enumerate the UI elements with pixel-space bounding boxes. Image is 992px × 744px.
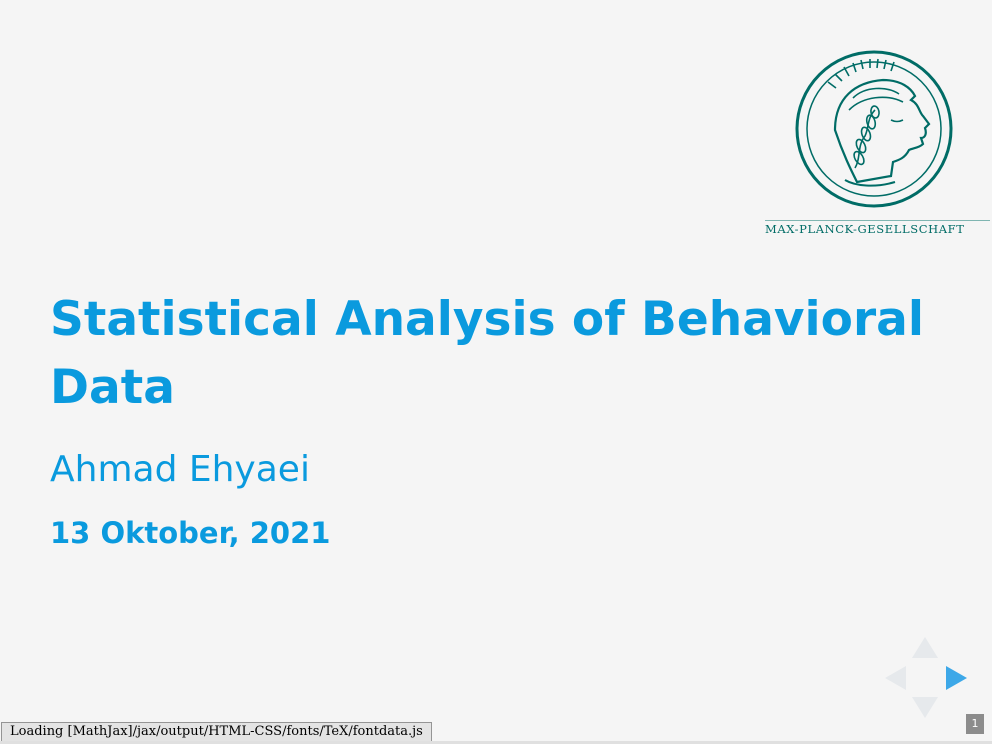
nav-up-arrow-icon[interactable] <box>912 637 938 658</box>
max-planck-logo: MAX-PLANCK-GESELLSCHAFT <box>765 50 990 238</box>
nav-left-arrow-icon[interactable] <box>885 666 906 690</box>
slide-title: Statistical Analysis of Behavioral Data <box>50 292 924 415</box>
slide-date: 13 Oktober, 2021 <box>50 516 331 550</box>
bottom-border <box>0 741 992 744</box>
slide-number: 1 <box>966 714 984 734</box>
nav-right-arrow-icon[interactable] <box>946 666 967 690</box>
mathjax-status-message: Loading [MathJax]/jax/output/HTML-CSS/fo… <box>1 722 432 742</box>
minerva-emblem-icon <box>795 50 953 208</box>
nav-down-arrow-icon[interactable] <box>912 697 938 718</box>
slide-author: Ahmad Ehyaei <box>50 449 310 490</box>
logo-text: MAX-PLANCK-GESELLSCHAFT <box>765 220 990 236</box>
